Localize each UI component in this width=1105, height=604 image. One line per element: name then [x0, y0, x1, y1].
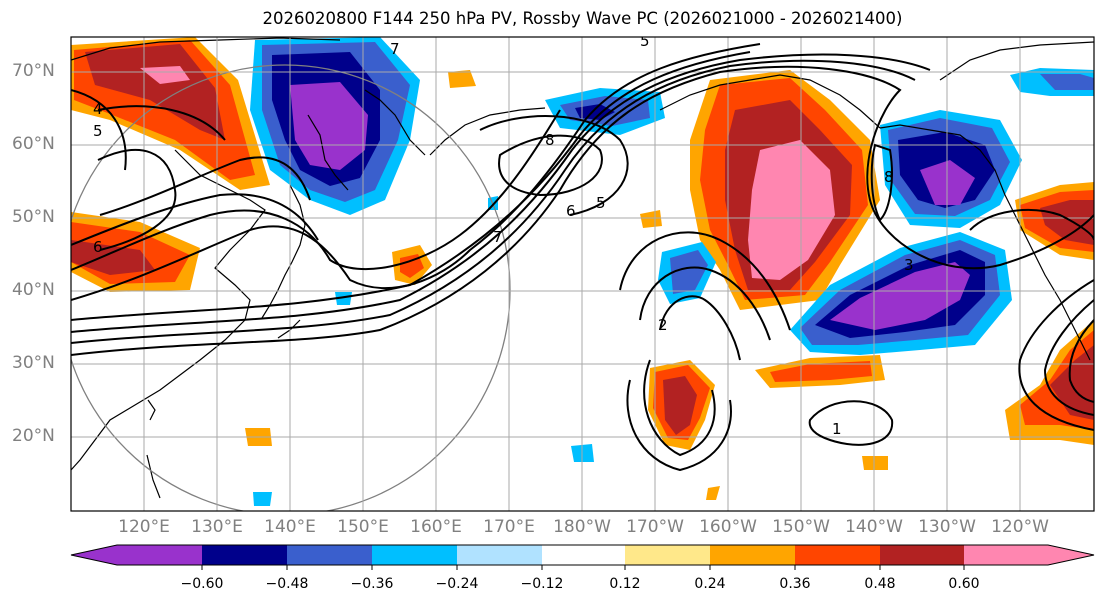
lon-label: 160°E: [410, 517, 462, 537]
contour-label: 8: [545, 131, 555, 149]
graticule: [71, 37, 1094, 511]
lat-label: 40°N: [12, 280, 55, 300]
contour-label: 3: [904, 256, 914, 274]
contour-label: 2: [658, 316, 668, 334]
colorbar-tick-label: 0.24: [694, 576, 726, 592]
contour-label: 1: [832, 420, 842, 438]
colorbar-extend-high: [1048, 545, 1094, 565]
lat-label: 30°N: [12, 353, 55, 373]
map-frame: [70, 36, 1095, 512]
colorbar-tick-label: 0.60: [948, 576, 980, 592]
positive-anomaly-fills: [71, 37, 1094, 500]
lon-label: 180°W: [553, 517, 611, 537]
colorbar-tick-label: 0.36: [779, 576, 811, 592]
contour-labels: 5 4 5 6 7 7 8 6 5 8 2 1 3: [93, 32, 914, 438]
colorbar-tick-label: −0.12: [520, 576, 564, 592]
lon-label: 140°E: [264, 517, 316, 537]
contour-label: 5: [596, 194, 606, 212]
lat-label: 60°N: [12, 134, 55, 154]
colorbar-tick-label: −0.24: [435, 576, 479, 592]
colorbar-tick-label: 0.12: [609, 576, 641, 592]
colorbar-tick-label: −0.60: [180, 576, 224, 592]
contour-label: 7: [493, 228, 503, 246]
lon-label: 150°E: [337, 517, 389, 537]
colorbar-extend-low: [71, 545, 117, 565]
lat-label: 70°N: [12, 61, 55, 81]
lon-label: 160°W: [699, 517, 757, 537]
lon-label: 130°W: [918, 517, 976, 537]
lon-label: 120°E: [118, 517, 170, 537]
contour-label: 6: [566, 202, 576, 220]
lon-label: 170°W: [626, 517, 684, 537]
colorbar: [70, 544, 1095, 570]
contour-label: 7: [390, 40, 400, 58]
lat-label: 20°N: [12, 426, 55, 446]
contour-label: 5: [93, 122, 103, 140]
lat-label: 50°N: [12, 207, 55, 227]
contour-label: 6: [93, 238, 103, 256]
colorbar-tick-label: −0.48: [265, 576, 309, 592]
colorbar-tick-label: 0.48: [864, 576, 896, 592]
colorbar-tick-label: −0.36: [350, 576, 394, 592]
lon-label: 170°E: [483, 517, 535, 537]
lon-label: 150°W: [772, 517, 830, 537]
negative-anomaly-fills: [250, 37, 1094, 506]
pv-contours: [71, 43, 1094, 472]
lon-label: 130°E: [191, 517, 243, 537]
contour-label: 4: [93, 100, 103, 118]
map-title: 2026020800 F144 250 hPa PV, Rossby Wave …: [262, 9, 903, 28]
lon-label: 120°W: [991, 517, 1049, 537]
contour-label: 5: [640, 32, 650, 50]
contour-label: 8: [884, 168, 894, 186]
lon-label: 140°W: [845, 517, 903, 537]
range-ring: [71, 64, 511, 511]
